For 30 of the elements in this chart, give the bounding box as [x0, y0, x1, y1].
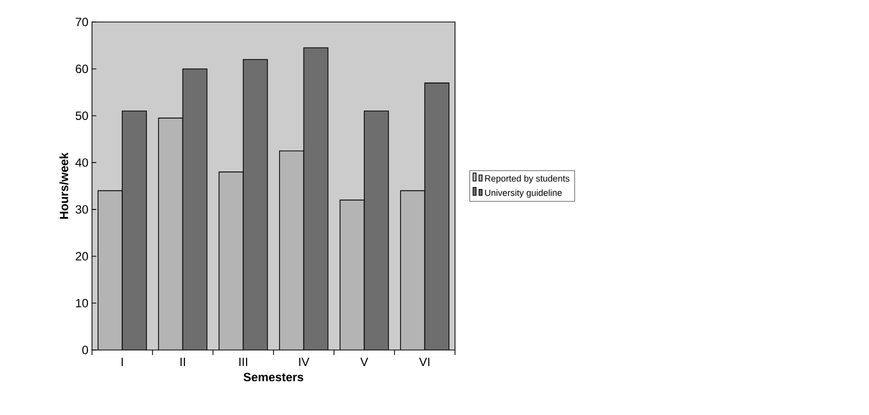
bar [424, 82, 450, 350]
x-tick-label: I [122, 358, 123, 366]
x-tick-label: IV [299, 358, 310, 366]
bar [304, 48, 328, 350]
x-tick-label: V [360, 358, 368, 366]
bar [280, 150, 304, 350]
legend-label: Reported by students [485, 175, 570, 184]
y-tick-label: 10 [76, 298, 88, 308]
x-axis-title: Semesters [244, 372, 304, 382]
x-tick-label: II [180, 358, 185, 366]
y-tick-label: 70 [76, 18, 88, 26]
bar [400, 190, 426, 350]
bar [340, 200, 364, 350]
bar [122, 111, 146, 350]
y-tick-label: 20 [76, 252, 88, 261]
bar [158, 118, 183, 350]
x-tick-label: VI [419, 358, 430, 366]
y-tick-label: 30 [76, 205, 88, 214]
y-tick-label: 40 [75, 158, 88, 167]
bar [364, 111, 388, 350]
y-tick-label: 0 [82, 346, 88, 354]
bar [219, 172, 244, 350]
legend-label: University guideline [485, 189, 562, 198]
y-tick-label: 60 [76, 64, 88, 74]
y-tick-label: 50 [76, 111, 88, 120]
x-tick-label: III [239, 358, 248, 366]
bar [243, 59, 268, 350]
bar [98, 190, 122, 350]
y-axis-title: Hours/week [59, 152, 68, 219]
bar [182, 68, 207, 350]
